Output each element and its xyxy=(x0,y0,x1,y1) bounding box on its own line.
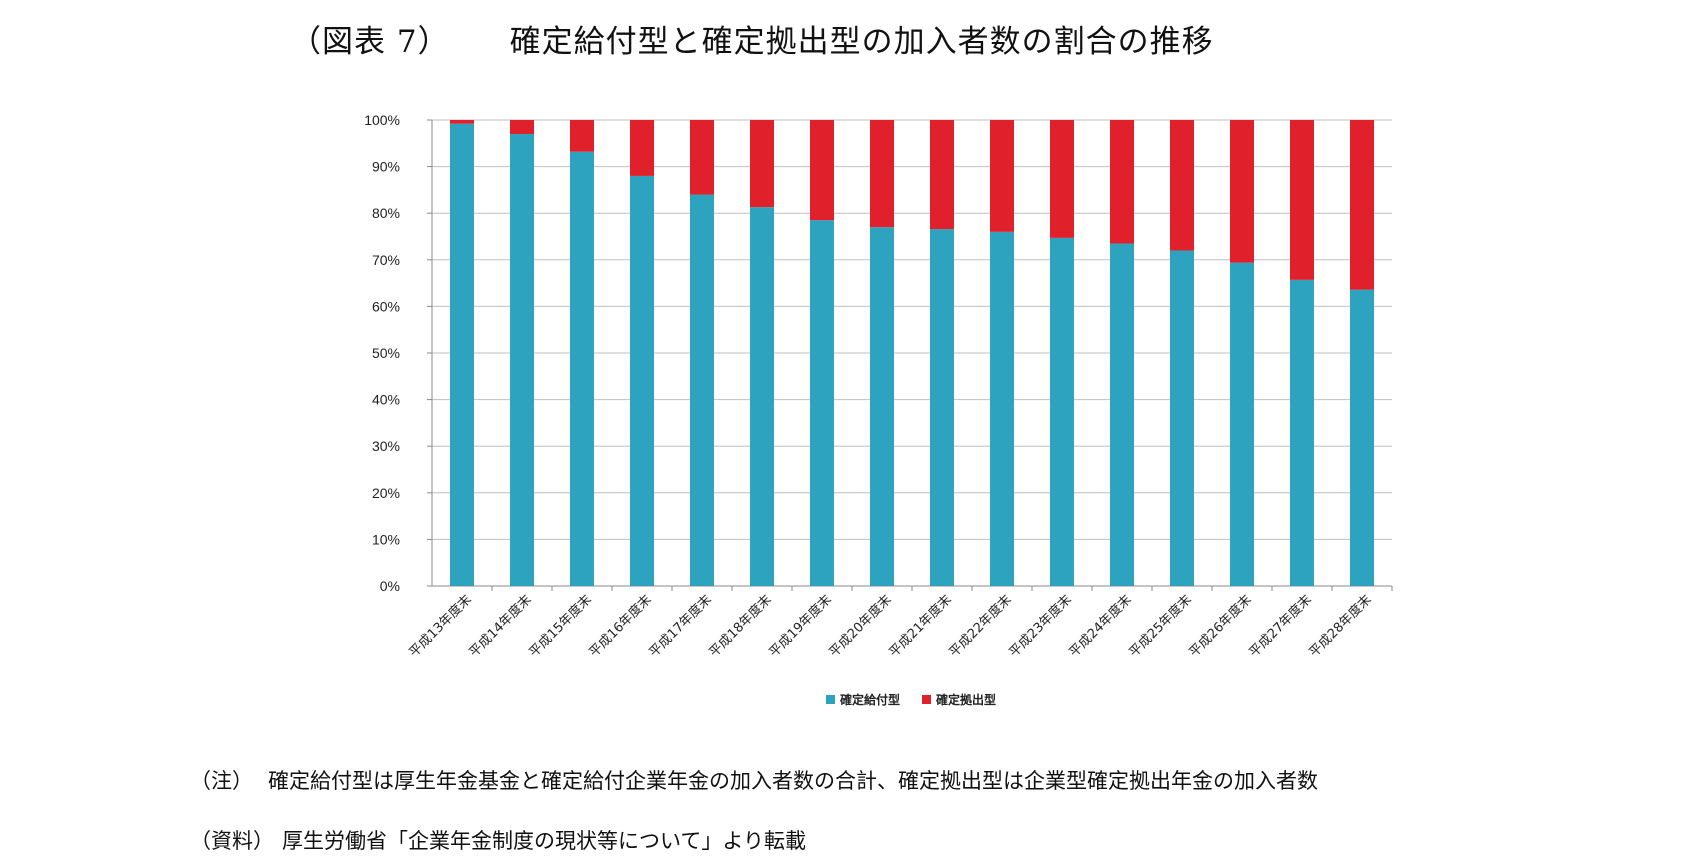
legend-label: 確定給付型 xyxy=(840,692,900,707)
bar-dc xyxy=(510,120,534,134)
bar-dc xyxy=(570,120,594,152)
x-tick-label: 平成19年度末 xyxy=(766,592,835,661)
x-tick-label: 平成18年度末 xyxy=(706,592,775,661)
x-tick-label: 平成14年度末 xyxy=(466,592,535,661)
bar-db xyxy=(1290,279,1314,586)
bar-db xyxy=(1230,262,1254,586)
bar-dc xyxy=(750,120,774,208)
bar-db xyxy=(930,229,954,586)
legend-swatch xyxy=(826,695,835,704)
x-tick-label: 平成24年度末 xyxy=(1066,592,1135,661)
bar-dc xyxy=(1050,120,1074,238)
bar-db xyxy=(1110,243,1134,587)
y-tick-label: 90% xyxy=(372,159,400,175)
bar-db xyxy=(870,227,894,586)
figure-title-text: 確定給付型と確定拠出型の加入者数の割合の推移 xyxy=(509,24,1214,60)
source-text: 厚生労働省「企業年金制度の現状等について」より転載 xyxy=(282,829,806,853)
chart-source: （資料） 厚生労働省「企業年金制度の現状等について」より転載 xyxy=(190,825,806,855)
x-tick-label: 平成28年度末 xyxy=(1306,592,1375,661)
x-tick-label: 平成17年度末 xyxy=(646,592,715,661)
chart-note: （注） 確定給付型は厚生年金基金と確定給付企業年金の加入者数の合計、確定拠出型は企… xyxy=(190,765,1318,795)
note-tag: （注） xyxy=(190,769,253,793)
x-tick-label: 平成15年度末 xyxy=(526,592,595,661)
source-tag: （資料） xyxy=(190,829,274,853)
bar-dc xyxy=(990,120,1014,232)
y-tick-label: 40% xyxy=(372,392,400,408)
bar-dc xyxy=(1290,120,1314,280)
bar-dc xyxy=(1230,120,1254,263)
x-tick-label: 平成13年度末 xyxy=(406,592,475,661)
y-tick-label: 60% xyxy=(372,298,400,314)
y-tick-label: 70% xyxy=(372,252,400,268)
bar-dc xyxy=(810,120,834,221)
y-tick-label: 80% xyxy=(372,205,400,221)
y-tick-label: 50% xyxy=(372,345,400,361)
x-tick-label: 平成26年度末 xyxy=(1186,592,1255,661)
x-tick-label: 平成27年度末 xyxy=(1246,592,1315,661)
bar-db xyxy=(810,220,834,586)
bar-db xyxy=(450,123,474,586)
bar-dc xyxy=(1110,120,1134,244)
x-tick-label: 平成21年度末 xyxy=(886,592,955,661)
x-tick-label: 平成16年度末 xyxy=(586,592,655,661)
bar-db xyxy=(750,207,774,586)
y-tick-label: 100% xyxy=(364,112,400,128)
figure-title: （図表 7） 確定給付型と確定拠出型の加入者数の割合の推移 xyxy=(290,16,1214,61)
note-text: 確定給付型は厚生年金基金と確定給付企業年金の加入者数の合計、確定拠出型は企業型確… xyxy=(268,769,1318,793)
y-tick-label: 10% xyxy=(372,531,400,547)
bar-dc xyxy=(450,120,474,124)
legend-label: 確定拠出型 xyxy=(936,692,996,707)
bar-db xyxy=(570,151,594,587)
bar-dc xyxy=(1350,120,1374,290)
bar-db xyxy=(510,133,534,587)
bar-db xyxy=(1170,250,1194,587)
x-tick-label: 平成20年度末 xyxy=(826,592,895,661)
y-tick-label: 0% xyxy=(380,578,400,594)
bar-dc xyxy=(870,120,894,228)
bar-db xyxy=(1350,289,1374,586)
bar-dc xyxy=(930,120,954,230)
bar-db xyxy=(1050,237,1074,586)
bar-dc xyxy=(630,120,654,176)
x-tick-label: 平成23年度末 xyxy=(1006,592,1075,661)
figure-label: （図表 7） xyxy=(290,24,450,60)
bar-db xyxy=(690,194,714,586)
bar-db xyxy=(990,231,1014,586)
x-tick-label: 平成22年度末 xyxy=(946,592,1015,661)
bar-dc xyxy=(690,120,714,195)
bar-db xyxy=(630,175,654,587)
y-tick-label: 30% xyxy=(372,438,400,454)
y-tick-label: 20% xyxy=(372,485,400,501)
stacked-bar-chart: 0% 10% 20% 30% 40% 50% 60% 70% 80% 90% 100% 平成13年度末… xyxy=(364,112,1393,707)
bar-dc xyxy=(1170,120,1194,251)
x-tick-label: 平成25年度末 xyxy=(1126,592,1195,661)
legend-swatch xyxy=(922,695,931,704)
